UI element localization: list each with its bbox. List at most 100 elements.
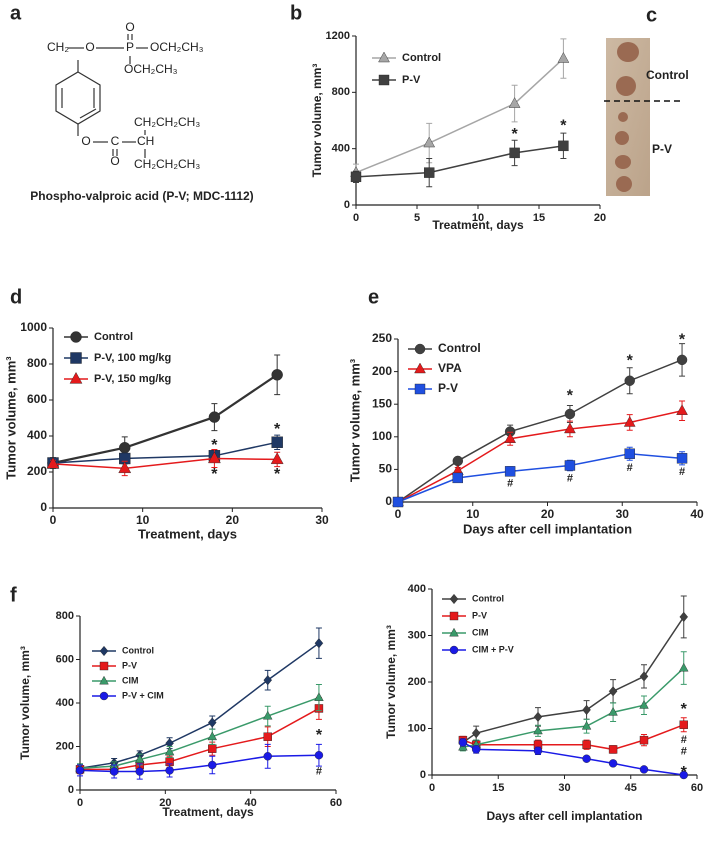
x-tick-label: 0 [77, 797, 83, 809]
y-tick-label: 200 [372, 364, 392, 378]
annotation: # [507, 478, 513, 490]
marker [208, 760, 217, 770]
marker [471, 728, 481, 739]
y-tick-label: 800 [332, 86, 350, 98]
panel-label: f [10, 584, 17, 606]
tumor [617, 42, 639, 62]
marker [378, 51, 390, 63]
tumor [618, 112, 628, 122]
marker [533, 725, 543, 735]
annotation: * [274, 466, 281, 483]
structure [55, 34, 148, 158]
y-tick-label: 150 [372, 396, 392, 410]
y-tick-label: 0 [420, 769, 426, 781]
marker [504, 466, 516, 477]
panel-label: e [368, 286, 379, 308]
legend-label: CIM [472, 627, 489, 637]
y-tick-label: 200 [408, 676, 426, 688]
marker [582, 704, 591, 716]
y-tick-label: 1000 [20, 320, 47, 334]
y-tick-label: 300 [408, 629, 426, 641]
marker [46, 456, 60, 469]
marker [639, 735, 649, 745]
marker [623, 416, 636, 427]
y-tick-label: 0 [385, 494, 392, 508]
caption: Phospho-valproic acid (P-V; MDC-1112) [30, 189, 253, 203]
marker [208, 717, 217, 728]
y-tick-label: 400 [408, 583, 426, 595]
marker [676, 354, 688, 366]
atom-label: CH₂CH₂CH₃ [134, 157, 200, 171]
atom-label: P [126, 40, 134, 54]
legend-label: Control [438, 341, 481, 355]
marker [423, 136, 436, 148]
legend-label: VPA [438, 361, 462, 375]
marker [263, 675, 272, 686]
marker [314, 692, 324, 701]
marker [208, 744, 217, 753]
atom-label: C [111, 134, 120, 148]
marker [533, 746, 543, 756]
tumor [616, 176, 632, 192]
marker [449, 645, 459, 655]
marker [99, 661, 109, 671]
y-axis-label: Tumor volume, mm³ [18, 646, 32, 760]
atom-label: O [125, 20, 134, 34]
annotation: * [211, 466, 218, 483]
series-line [52, 441, 278, 464]
atom-label: O [110, 154, 119, 168]
y-tick-label: 1200 [326, 30, 350, 42]
x-tick-label: 20 [159, 797, 171, 809]
legend-label: P-V [402, 74, 421, 86]
x-axis-label: Treatment, days [162, 805, 254, 819]
x-tick-label: 0 [353, 212, 359, 224]
legend-label: Control [94, 331, 133, 343]
series-line [52, 457, 278, 470]
x-tick-label: 20 [541, 507, 555, 521]
x-axis-label: Treatment, days [138, 526, 237, 541]
x-tick-label: 20 [594, 212, 606, 224]
marker [99, 675, 109, 685]
annotation: * [316, 727, 323, 744]
y-tick-label: 0 [68, 784, 74, 796]
marker [679, 770, 688, 780]
photo-label: Control [646, 68, 689, 82]
marker [118, 461, 132, 473]
legend-label: P-V + CIM [122, 690, 164, 700]
marker [69, 371, 83, 384]
marker [414, 383, 426, 395]
marker [679, 662, 689, 672]
y-tick-label: 0 [344, 199, 350, 211]
marker [624, 375, 635, 386]
y-tick-label: 50 [379, 462, 393, 476]
series-line [397, 452, 683, 503]
annotation: # [627, 462, 633, 474]
marker [263, 752, 272, 761]
tumor [615, 131, 629, 145]
marker [508, 97, 521, 108]
marker [263, 732, 272, 741]
x-tick-label: 15 [492, 782, 504, 794]
y-axis-label: Tumor volume, mm³ [310, 64, 324, 178]
y-axis-label: Tumor volume, mm³ [384, 625, 398, 739]
marker [262, 710, 273, 720]
marker [564, 422, 576, 434]
marker [558, 140, 569, 152]
x-tick-label: 30 [616, 507, 630, 521]
legend-label: Control [122, 645, 154, 655]
x-tick-label: 5 [414, 212, 420, 224]
marker [608, 759, 618, 768]
marker [509, 147, 520, 159]
legend-label: Control [472, 593, 504, 603]
y-tick-label: 0 [40, 500, 47, 514]
marker [581, 720, 592, 730]
x-tick-label: 10 [472, 212, 484, 224]
x-tick-label: 60 [691, 782, 703, 794]
series-line [79, 696, 320, 769]
atom-label: CH₂ [47, 40, 69, 54]
marker [271, 369, 283, 381]
y-tick-label: 600 [56, 653, 74, 665]
marker [679, 720, 688, 729]
panel-label: b [290, 2, 302, 24]
